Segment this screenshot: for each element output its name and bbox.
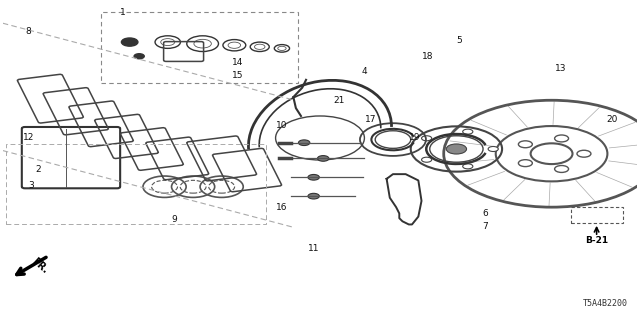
Text: 13: 13 xyxy=(556,64,567,73)
Text: 10: 10 xyxy=(276,121,288,130)
Text: 17: 17 xyxy=(365,115,376,124)
Circle shape xyxy=(488,147,499,151)
Circle shape xyxy=(577,150,591,157)
Circle shape xyxy=(446,144,467,154)
Circle shape xyxy=(518,141,532,148)
Text: 7: 7 xyxy=(482,221,488,230)
Text: 1: 1 xyxy=(120,8,126,17)
Circle shape xyxy=(555,135,568,142)
Text: 11: 11 xyxy=(308,244,319,252)
Text: 21: 21 xyxy=(333,96,345,105)
Circle shape xyxy=(317,156,329,161)
Circle shape xyxy=(518,160,532,167)
Text: 4: 4 xyxy=(362,68,367,76)
Circle shape xyxy=(298,140,310,146)
Text: 6: 6 xyxy=(482,209,488,218)
Circle shape xyxy=(122,38,138,46)
Text: 9: 9 xyxy=(172,215,177,224)
Text: 20: 20 xyxy=(606,115,618,124)
Text: 14: 14 xyxy=(232,58,243,67)
Text: 15: 15 xyxy=(232,71,243,80)
Circle shape xyxy=(134,54,144,59)
Text: 18: 18 xyxy=(422,52,434,61)
Bar xyxy=(571,206,623,223)
Circle shape xyxy=(463,129,473,134)
Text: 2: 2 xyxy=(35,165,40,174)
Circle shape xyxy=(463,164,473,169)
Circle shape xyxy=(422,136,432,141)
Text: 8: 8 xyxy=(26,27,31,36)
Text: 12: 12 xyxy=(22,133,34,142)
Bar xyxy=(6,144,266,224)
Text: 5: 5 xyxy=(457,36,463,45)
Circle shape xyxy=(308,193,319,199)
Circle shape xyxy=(555,165,568,172)
Text: FR.: FR. xyxy=(29,256,50,275)
Text: 3: 3 xyxy=(28,181,34,190)
Circle shape xyxy=(308,174,319,180)
Text: 16: 16 xyxy=(276,203,288,212)
Text: B-21: B-21 xyxy=(585,236,608,245)
Circle shape xyxy=(422,157,432,162)
Text: 19: 19 xyxy=(410,133,421,142)
Text: T5A4B2200: T5A4B2200 xyxy=(582,299,628,308)
Bar xyxy=(101,12,298,83)
